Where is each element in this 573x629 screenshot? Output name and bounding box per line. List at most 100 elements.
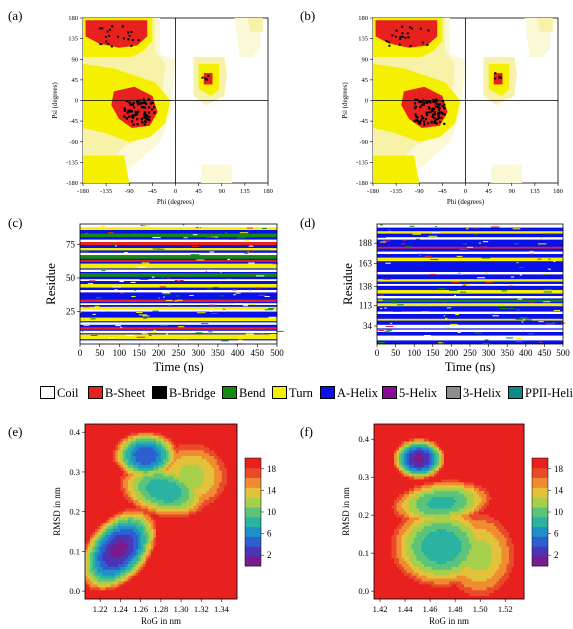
energy-cell	[168, 564, 172, 568]
energy-cell	[171, 569, 174, 574]
energy-cell	[117, 499, 121, 504]
energy-cell	[105, 485, 109, 489]
structure-speckle	[270, 249, 280, 251]
energy-cell	[234, 540, 238, 544]
energy-cell	[97, 561, 101, 565]
energy-cell	[161, 584, 164, 588]
energy-cell	[87, 429, 91, 434]
energy-cell	[135, 438, 139, 442]
structure-speckle	[154, 279, 161, 281]
residue-point	[398, 43, 401, 46]
energy-cell	[178, 479, 182, 483]
energy-cell	[85, 534, 88, 539]
energy-cell	[92, 593, 96, 597]
energy-cell	[97, 552, 101, 556]
energy-cell	[178, 517, 182, 521]
residue-point	[431, 115, 434, 118]
energy-cell	[138, 488, 142, 492]
energy-cell	[120, 464, 124, 469]
energy-cell	[128, 491, 131, 495]
energy-cell	[107, 526, 111, 530]
energy-cell	[110, 575, 114, 579]
energy-cell	[229, 470, 233, 474]
energy-cell	[231, 424, 235, 428]
energy-cell	[186, 426, 190, 431]
energy-cell	[140, 564, 144, 568]
energy-cell	[186, 456, 190, 460]
energy-cell	[145, 549, 149, 553]
residue-point	[206, 78, 209, 81]
energy-cell	[204, 572, 207, 576]
energy-cell	[216, 575, 220, 579]
energy-cell	[221, 491, 225, 495]
energy-cell	[148, 572, 152, 576]
energy-cell	[379, 584, 382, 588]
energy-cell	[186, 575, 190, 579]
energy-cell	[85, 593, 88, 597]
energy-cell	[191, 505, 195, 509]
residue-point	[434, 118, 437, 121]
energy-cell	[125, 482, 129, 486]
energy-cell	[168, 566, 172, 571]
energy-cell	[130, 537, 134, 541]
structure-speckle	[90, 334, 98, 336]
energy-cell	[216, 459, 220, 463]
energy-cell	[166, 578, 169, 582]
x-axis-label: Time (ns)	[153, 359, 203, 374]
energy-cell	[394, 540, 397, 544]
energy-cell	[221, 561, 225, 565]
energy-cell	[221, 531, 225, 536]
energy-cell	[143, 473, 147, 477]
energy-cell	[211, 424, 215, 428]
energy-cell	[176, 566, 180, 571]
energy-cell	[224, 581, 228, 585]
energy-cell	[110, 470, 114, 474]
energy-cell	[226, 429, 230, 434]
energy-cell	[158, 587, 162, 591]
energy-cell	[155, 496, 159, 501]
energy-cell	[186, 467, 190, 471]
energy-cell	[226, 514, 230, 518]
energy-cell	[211, 534, 215, 539]
energy-cell	[196, 496, 200, 501]
energy-cell	[135, 456, 139, 460]
energy-cell	[221, 485, 225, 489]
structure-speckle	[221, 340, 229, 342]
energy-cell	[178, 494, 182, 498]
structure-speckle	[198, 227, 201, 229]
energy-cell	[115, 593, 119, 597]
energy-cell	[130, 438, 134, 442]
energy-cell	[181, 514, 185, 518]
energy-cell	[176, 494, 180, 498]
energy-cell	[138, 572, 142, 576]
energy-cell	[107, 572, 111, 576]
energy-cell	[143, 459, 147, 463]
energy-cell	[199, 546, 202, 550]
energy-cell	[110, 540, 114, 544]
energy-cell	[153, 520, 157, 524]
energy-cell	[186, 578, 190, 582]
energy-cell	[204, 464, 207, 469]
energy-cell	[221, 441, 225, 445]
energy-cell	[193, 438, 197, 442]
energy-cell	[97, 584, 101, 588]
energy-cell	[110, 464, 114, 469]
energy-cell	[396, 426, 400, 431]
y-tick-label: -135	[356, 159, 368, 166]
structure-speckle	[538, 243, 547, 245]
energy-cell	[153, 511, 157, 515]
energy-cell	[161, 441, 164, 445]
y-tick-label: 135	[68, 36, 78, 43]
structure-band	[80, 224, 277, 228]
energy-cell	[196, 424, 200, 428]
energy-cell	[117, 488, 121, 492]
energy-cell	[107, 564, 111, 568]
energy-cell	[102, 561, 106, 565]
energy-cell	[140, 432, 144, 436]
energy-cell	[224, 424, 228, 428]
x-tick-label: 350	[500, 348, 514, 358]
energy-cell	[120, 491, 124, 495]
structure-speckle	[141, 333, 148, 335]
structure-speckle	[537, 258, 542, 260]
residue-point	[128, 34, 131, 37]
